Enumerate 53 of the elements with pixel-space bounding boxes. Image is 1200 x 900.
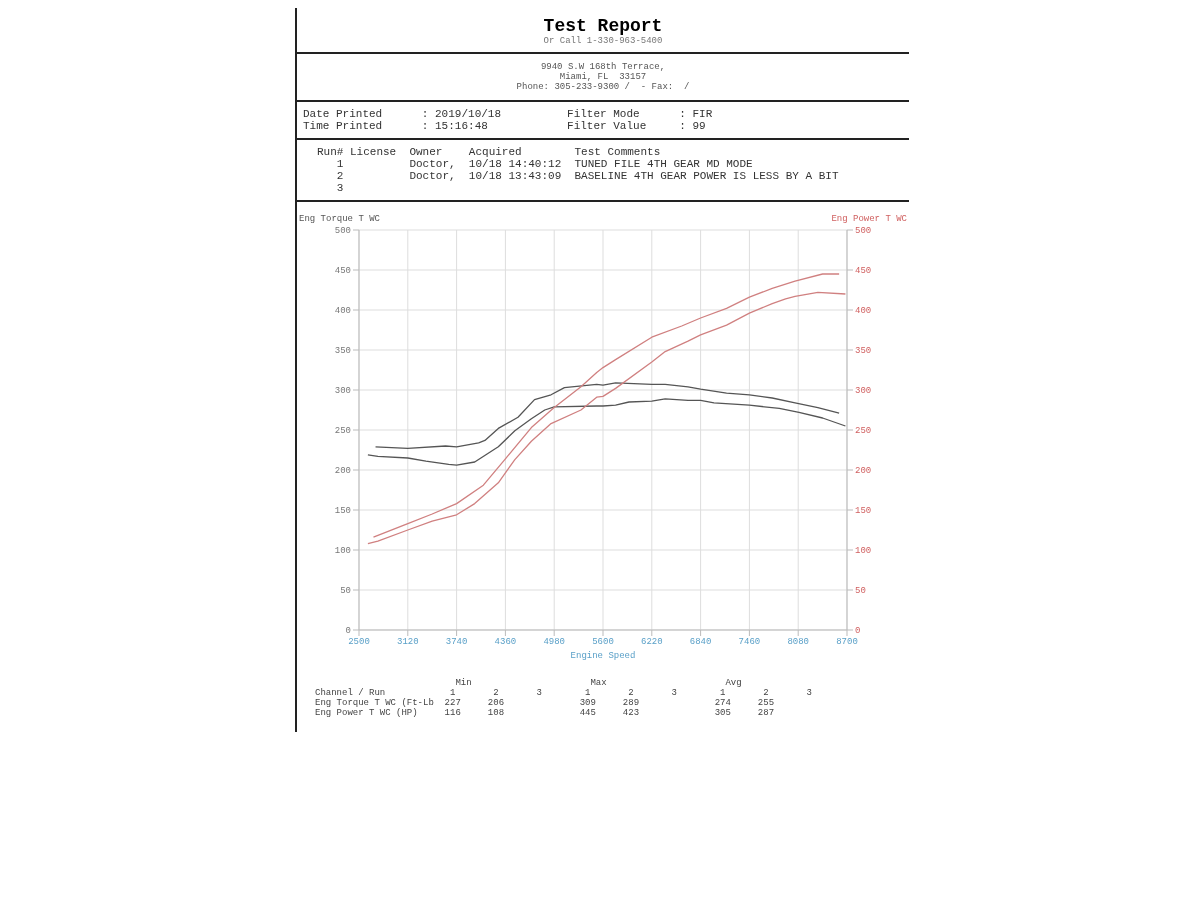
- text: Miami, FL 33157: [558, 72, 648, 82]
- y-tick-label: 0: [345, 626, 351, 637]
- y2-tick-label: 500: [855, 226, 872, 237]
- text: Eng Power T WC (HP) 116 108 445 423 305 287: [315, 708, 776, 718]
- y2-tick-label: 400: [855, 306, 872, 317]
- x-tick-label: 7460: [738, 637, 761, 648]
- text: Min Max Avg: [454, 678, 743, 688]
- text: Phone: 305-233-9300 / - Fax: /: [515, 82, 691, 92]
- text: Time Printed : 15:16:48 Filter Value : 99: [303, 120, 707, 132]
- text: Run# License Owner Acquired Test Comments: [317, 146, 662, 158]
- y-axis-title: Eng Torque T WC: [299, 214, 381, 224]
- y2-tick-label: 300: [855, 386, 872, 397]
- y2-tick-label: 250: [855, 426, 872, 437]
- y2-tick-label: 0: [855, 626, 861, 637]
- y-tick-label: 350: [334, 346, 351, 357]
- y2-axis-title: Eng Power T WC: [831, 214, 907, 224]
- text: 2 Doctor, 10/18 13:43:09 BASELINE 4TH GEAR POWER IS LESS BY A BIT: [335, 170, 840, 182]
- y-tick-label: 150: [334, 506, 351, 517]
- y-tick-label: 400: [334, 306, 351, 317]
- text: 3: [335, 182, 345, 194]
- text: Channel / Run 1 2 3 1 2 3 1 2 3: [315, 688, 813, 698]
- y-tick-label: 50: [340, 586, 351, 597]
- y-tick-label: 450: [334, 266, 351, 277]
- line-series: [374, 382, 840, 450]
- y-tick-label: 100: [334, 546, 351, 557]
- text: 9940 S.W 168th Terrace,: [539, 62, 667, 72]
- text: 1 Doctor, 10/18 14:40:12 TUNED FILE 4TH GEAR MD MODE: [335, 158, 754, 170]
- x-tick-label: 4980: [543, 637, 565, 648]
- line-series: [367, 398, 847, 466]
- y2-tick-label: 200: [855, 466, 872, 477]
- text: Eng Torque T WC (Ft-Lb 227 206 309 289 274 255: [315, 698, 776, 708]
- y2-tick-label: 50: [855, 586, 866, 597]
- text: Date Printed : 2019/10/18 Filter Mode : FIR: [303, 108, 714, 120]
- y2-tick-label: 350: [855, 346, 872, 357]
- x-tick-label: 6220: [641, 637, 663, 648]
- y2-tick-label: 100: [855, 546, 872, 557]
- x-axis-title: Engine Speed: [570, 651, 636, 661]
- x-tick-label: 4360: [494, 637, 517, 648]
- y-tick-label: 300: [334, 386, 351, 397]
- x-tick-label: 2500: [348, 637, 370, 648]
- x-tick-label: 8080: [787, 637, 809, 648]
- x-tick-label: 5600: [592, 637, 614, 648]
- x-tick-label: 3120: [397, 637, 419, 648]
- y-tick-label: 500: [334, 226, 351, 237]
- x-tick-label: 8700: [836, 637, 858, 648]
- y-tick-label: 250: [334, 426, 351, 437]
- chart-title: Test Report: [542, 16, 664, 36]
- y-tick-label: 200: [334, 466, 351, 477]
- x-tick-label: 6840: [689, 637, 712, 648]
- x-tick-label: 3740: [445, 637, 468, 648]
- y2-tick-label: 150: [855, 506, 872, 517]
- text: Or Call 1-330-963-5400: [542, 36, 664, 46]
- y2-tick-label: 450: [855, 266, 872, 277]
